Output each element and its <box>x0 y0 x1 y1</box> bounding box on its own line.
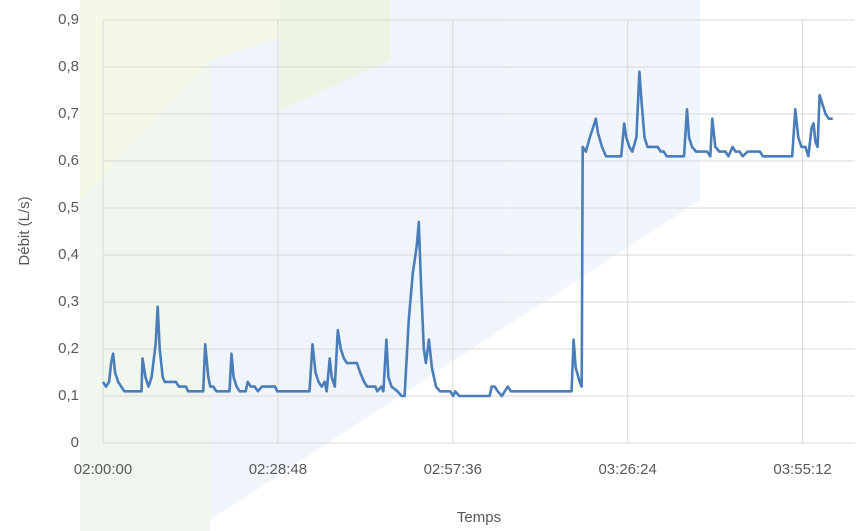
y-tick-label: 0,7 <box>58 105 79 122</box>
x-tick-label: 03:55:12 <box>773 461 831 478</box>
y-axis-label: Débit (L/s) <box>16 196 33 265</box>
watermark <box>80 0 700 531</box>
x-tick-label: 02:00:00 <box>74 461 132 478</box>
y-tick-label: 0,8 <box>58 58 79 75</box>
y-tick-label: 0,4 <box>58 246 79 263</box>
y-tick-label: 0,9 <box>58 11 79 28</box>
x-tick-label: 03:26:24 <box>598 461 656 478</box>
y-tick-label: 0,3 <box>58 293 79 310</box>
x-tick-label: 02:57:36 <box>424 461 482 478</box>
data-line <box>101 70 833 398</box>
x-axis-label: Temps <box>457 509 501 526</box>
y-tick-label: 0,2 <box>58 340 79 357</box>
y-tick-label: 0,1 <box>58 387 79 404</box>
y-tick-label: 0,5 <box>58 199 79 216</box>
y-tick-label: 0,6 <box>58 152 79 169</box>
x-tick-label: 02:28:48 <box>249 461 307 478</box>
y-tick-label: 0 <box>71 434 79 451</box>
